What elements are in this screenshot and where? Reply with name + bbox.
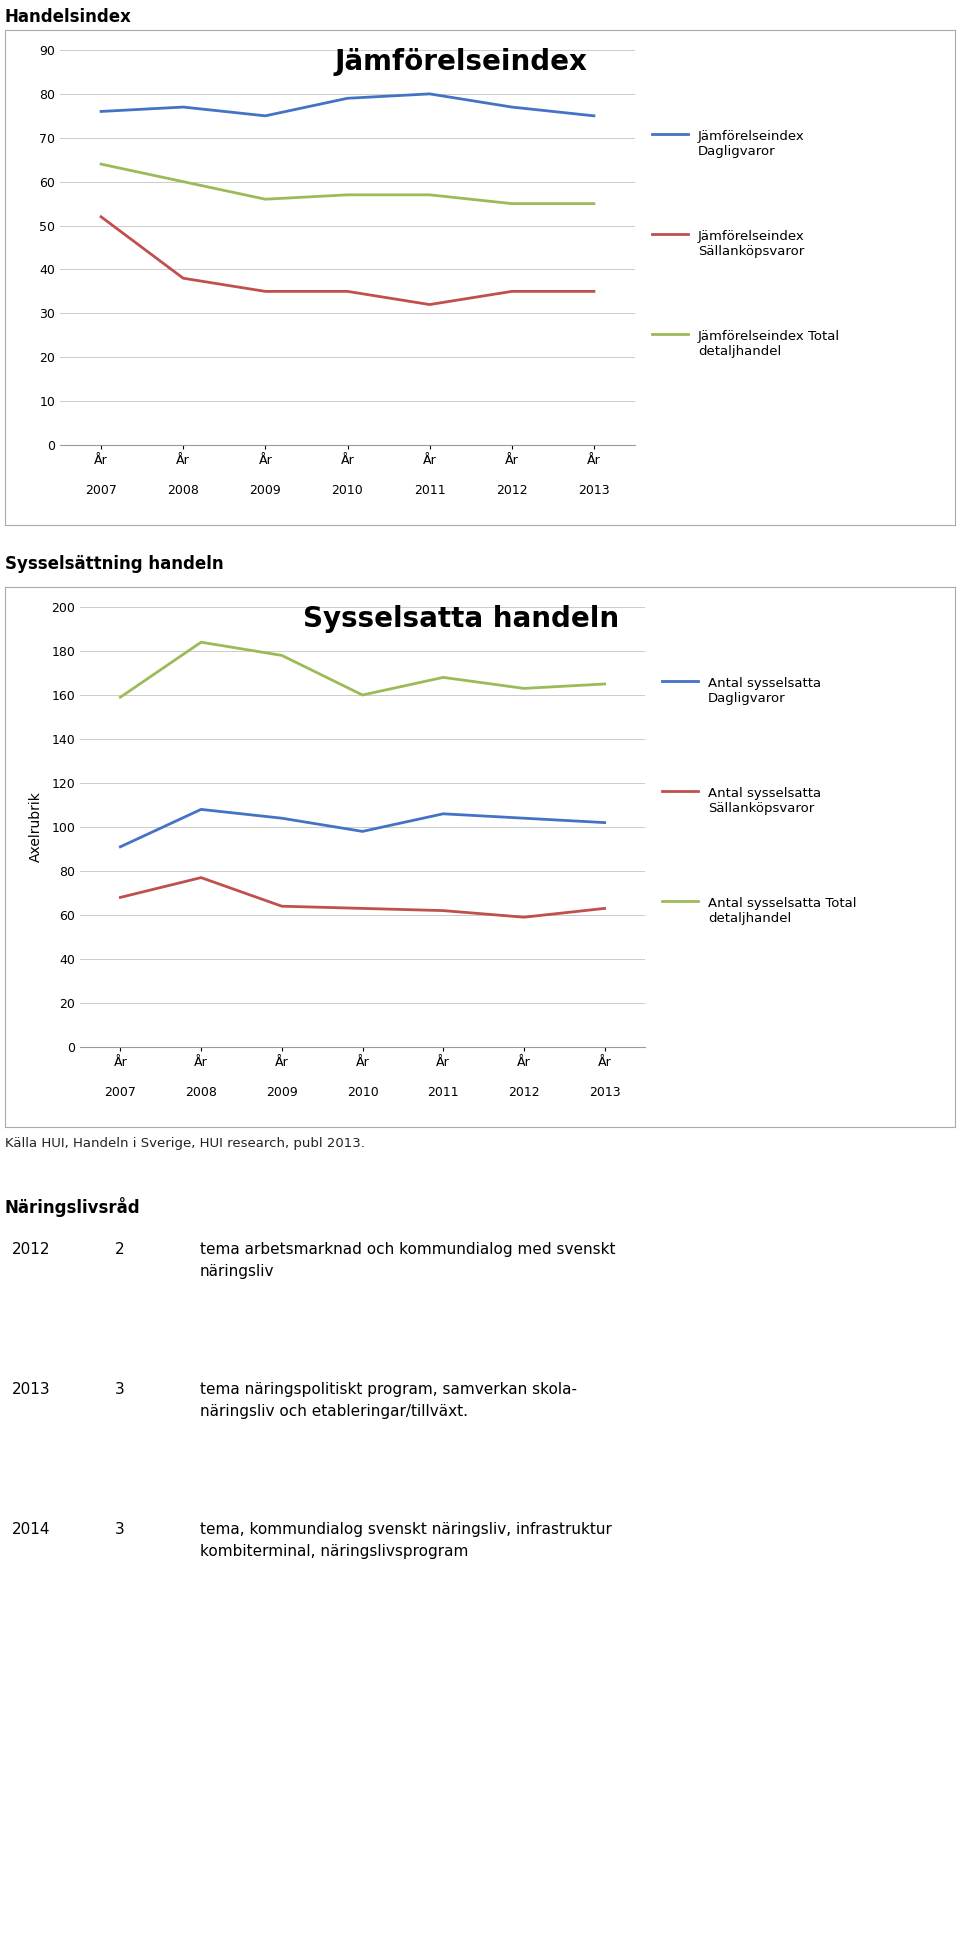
Text: 2008: 2008 bbox=[167, 485, 199, 496]
Text: 2009: 2009 bbox=[250, 485, 281, 496]
Text: 2011: 2011 bbox=[427, 1086, 459, 1098]
Text: Källa HUI, Handeln i Sverige, HUI research, publ 2013.: Källa HUI, Handeln i Sverige, HUI resear… bbox=[5, 1137, 365, 1151]
Text: 2010: 2010 bbox=[347, 1086, 378, 1098]
Text: 3: 3 bbox=[115, 1382, 125, 1398]
Text: 2012: 2012 bbox=[496, 485, 528, 496]
Text: Jämförelseindex Total
detaljhandel: Jämförelseindex Total detaljhandel bbox=[698, 329, 840, 358]
Text: 2008: 2008 bbox=[185, 1086, 217, 1098]
Text: 2012: 2012 bbox=[12, 1242, 51, 1258]
Text: tema näringspolitiskt program, samverkan skola-
näringsliv och etableringar/till: tema näringspolitiskt program, samverkan… bbox=[200, 1382, 577, 1419]
Text: 2009: 2009 bbox=[266, 1086, 298, 1098]
Text: Handelsindex: Handelsindex bbox=[5, 8, 132, 25]
Text: 2007: 2007 bbox=[105, 1086, 136, 1098]
Text: 3: 3 bbox=[115, 1523, 125, 1536]
Y-axis label: Axelrubrik: Axelrubrik bbox=[29, 792, 43, 863]
Text: 2: 2 bbox=[115, 1242, 125, 1258]
Text: Antal sysselsatta
Sällanköpsvaror: Antal sysselsatta Sällanköpsvaror bbox=[708, 787, 821, 816]
Text: 2012: 2012 bbox=[508, 1086, 540, 1098]
Text: 2011: 2011 bbox=[414, 485, 445, 496]
Text: Jämförelseindex: Jämförelseindex bbox=[335, 49, 588, 76]
Text: Jämförelseindex
Sällanköpsvaror: Jämförelseindex Sällanköpsvaror bbox=[698, 230, 804, 259]
Text: Sysselsättning handeln: Sysselsättning handeln bbox=[5, 555, 224, 572]
Text: 2014: 2014 bbox=[12, 1523, 51, 1536]
Text: Näringslivsråd: Näringslivsråd bbox=[5, 1197, 140, 1217]
Text: tema arbetsmarknad och kommundialog med svenskt
näringsliv: tema arbetsmarknad och kommundialog med … bbox=[200, 1242, 615, 1279]
Text: tema, kommundialog svenskt näringsliv, infrastruktur
kombiterminal, näringslivsp: tema, kommundialog svenskt näringsliv, i… bbox=[200, 1523, 612, 1560]
Text: 2013: 2013 bbox=[578, 485, 610, 496]
Text: 2010: 2010 bbox=[331, 485, 364, 496]
Text: Antal sysselsatta Total
detaljhandel: Antal sysselsatta Total detaljhandel bbox=[708, 898, 856, 925]
Text: Sysselsatta handeln: Sysselsatta handeln bbox=[303, 606, 619, 633]
Text: 2013: 2013 bbox=[588, 1086, 620, 1098]
Text: 2013: 2013 bbox=[12, 1382, 51, 1398]
Text: 2007: 2007 bbox=[85, 485, 117, 496]
Text: Jämförelseindex
Dagligvaror: Jämförelseindex Dagligvaror bbox=[698, 130, 804, 158]
Text: Antal sysselsatta
Dagligvaror: Antal sysselsatta Dagligvaror bbox=[708, 678, 821, 705]
